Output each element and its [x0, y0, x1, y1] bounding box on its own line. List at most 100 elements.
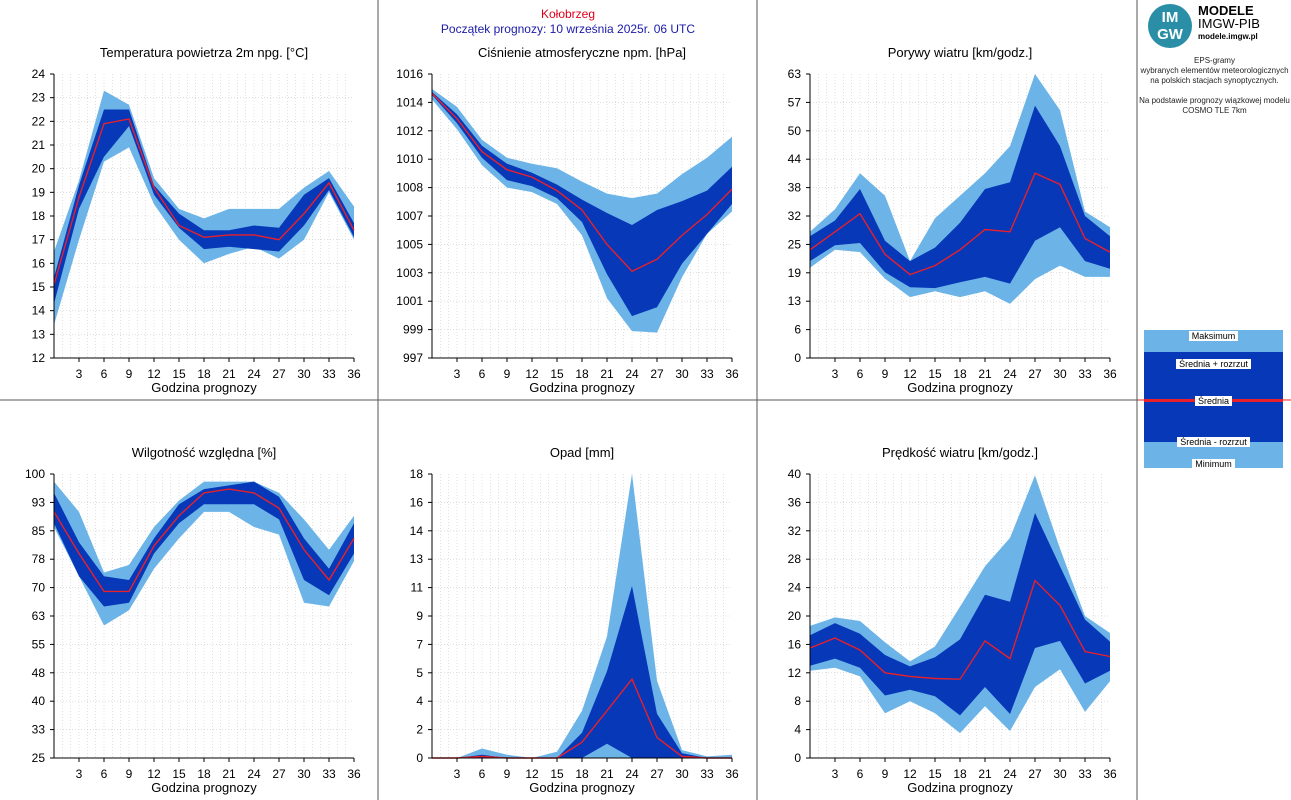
y-tick-label: 28: [788, 552, 802, 566]
y-tick-label: 23: [32, 91, 46, 105]
brand-url[interactable]: modele.imgw.pl: [1198, 32, 1258, 41]
y-tick-label: 12: [788, 666, 802, 680]
x-tick-label: 27: [272, 767, 286, 781]
x-tick-label: 18: [953, 367, 967, 381]
x-tick-label: 6: [479, 367, 486, 381]
x-tick-label: 3: [832, 367, 839, 381]
x-tick-label: 24: [625, 767, 639, 781]
x-tick-label: 3: [76, 367, 83, 381]
y-tick-label: 16: [410, 495, 424, 509]
chart-panel-2: 997 999 1001 1003 1005 1007 1008 1010 1012 1014 10…: [396, 45, 739, 395]
x-tick-label: 27: [1028, 367, 1042, 381]
x-tick-label: 30: [297, 367, 311, 381]
y-tick-label: 48: [32, 666, 46, 680]
x-tick-label: 24: [625, 367, 639, 381]
chart-title: Opad [mm]: [550, 445, 614, 460]
x-tick-label: 6: [479, 767, 486, 781]
mean-line: [432, 677, 732, 759]
legend-mean-label: Średnia: [1144, 396, 1283, 406]
y-tick-label: 18: [410, 467, 424, 481]
chart-title: Temperatura powietrza 2m npg. [°C]: [100, 45, 308, 60]
y-tick-label: 13: [788, 294, 802, 308]
x-tick-label: 12: [525, 367, 539, 381]
x-tick-label: 27: [1028, 767, 1042, 781]
y-tick-label: 78: [32, 552, 46, 566]
desc-line-3: na polskich stacjach synoptycznych.: [1150, 76, 1279, 85]
x-tick-label: 15: [172, 367, 186, 381]
y-tick-label: 19: [32, 185, 46, 199]
description: EPS-gramy wybranych elementów meteorolog…: [1138, 56, 1291, 126]
x-tick-label: 33: [322, 767, 336, 781]
side-panel: IM GW MODELE IMGW-PIB modele.imgw.pl EPS…: [1138, 0, 1291, 800]
band-min-max: [54, 90, 354, 325]
y-tick-label: 4: [416, 694, 423, 708]
y-tick-label: 1001: [396, 294, 423, 308]
y-tick-label: 14: [32, 304, 46, 318]
x-axis-label: Godzina prognozy: [529, 780, 635, 795]
y-tick-label: 40: [32, 694, 46, 708]
x-tick-label: 24: [247, 367, 261, 381]
forecast-header: Kołobrzeg Początek prognozy: 10 września…: [378, 7, 758, 37]
band-spread: [810, 513, 1110, 716]
band-spread: [432, 586, 732, 758]
y-tick-label: 38: [788, 181, 802, 195]
brand-modele: MODELE: [1198, 3, 1254, 18]
x-tick-label: 21: [222, 767, 236, 781]
y-tick-label: 1007: [396, 209, 423, 223]
x-tick-label: 33: [322, 367, 336, 381]
x-tick-label: 36: [1103, 767, 1117, 781]
y-tick-label: 8: [794, 694, 801, 708]
desc-line-2: wybranych elementów meteorologicznych: [1140, 66, 1289, 75]
y-tick-label: 9: [416, 609, 423, 623]
y-tick-label: 40: [788, 467, 802, 481]
legend-outer-top: [1144, 330, 1283, 352]
y-tick-label: 997: [403, 351, 423, 365]
x-tick-label: 15: [550, 367, 564, 381]
legend-lower-label: Średnia - rozrzut: [1144, 437, 1283, 447]
y-tick-label: 63: [32, 609, 46, 623]
y-tick-label: 5: [416, 666, 423, 680]
mean-line: [809, 172, 1111, 276]
x-tick-label: 33: [1078, 367, 1092, 381]
x-tick-label: 33: [700, 767, 714, 781]
y-tick-label: 1005: [396, 237, 423, 251]
y-tick-label: 15: [32, 280, 46, 294]
x-tick-label: 30: [1053, 367, 1067, 381]
y-tick-label: 100: [25, 467, 45, 481]
y-tick-label: 55: [32, 637, 46, 651]
y-tick-label: 14: [410, 524, 424, 538]
x-tick-label: 21: [600, 367, 614, 381]
y-tick-label: 21: [32, 138, 46, 152]
y-tick-label: 1014: [396, 95, 423, 109]
y-tick-label: 12: [32, 351, 46, 365]
legend-max-label: Maksimum: [1144, 331, 1283, 341]
x-tick-label: 36: [347, 367, 361, 381]
y-tick-label: 17: [32, 233, 46, 247]
x-axis-label: Godzina prognozy: [529, 380, 635, 395]
x-tick-label: 21: [600, 767, 614, 781]
legend-min-label: Minimum: [1144, 459, 1283, 469]
brand-block: MODELE IMGW-PIB modele.imgw.pl: [1198, 4, 1260, 43]
y-tick-label: 93: [32, 495, 46, 509]
x-tick-label: 6: [101, 767, 108, 781]
chart-title: Ciśnienie atmosferyczne npm. [hPa]: [478, 45, 686, 60]
y-tick-label: 20: [32, 162, 46, 176]
x-tick-label: 9: [126, 767, 133, 781]
imgw-logo: IM GW: [1148, 4, 1192, 48]
x-tick-label: 12: [525, 767, 539, 781]
y-tick-label: 0: [794, 751, 801, 765]
x-tick-label: 6: [857, 367, 864, 381]
y-tick-label: 7: [416, 637, 423, 651]
y-tick-label: 57: [788, 95, 802, 109]
x-axis-label: Godzina prognozy: [151, 380, 257, 395]
band-spread: [54, 481, 354, 607]
x-tick-label: 21: [978, 767, 992, 781]
y-tick-label: 1003: [396, 266, 423, 280]
x-tick-label: 18: [953, 767, 967, 781]
mean-line: [809, 579, 1111, 680]
x-tick-label: 3: [454, 767, 461, 781]
x-tick-label: 12: [147, 767, 161, 781]
y-tick-label: 2: [416, 723, 423, 737]
